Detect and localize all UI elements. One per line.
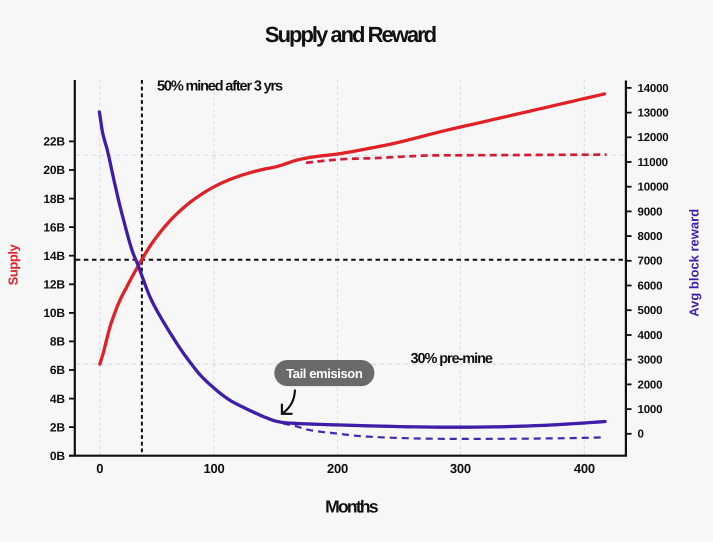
svg-text:12000: 12000 [638,132,669,144]
svg-text:22B: 22B [43,135,65,149]
svg-text:4000: 4000 [638,330,663,342]
svg-text:5000: 5000 [638,305,663,317]
svg-text:20B: 20B [43,163,65,177]
svg-text:6B: 6B [50,363,65,377]
svg-text:Tail emisison: Tail emisison [286,366,363,381]
svg-text:0B: 0B [50,449,65,463]
svg-text:Supply: Supply [6,243,21,285]
svg-text:2000: 2000 [638,379,663,391]
svg-text:10B: 10B [43,306,65,320]
svg-text:1000: 1000 [638,404,663,416]
svg-text:4B: 4B [50,392,65,406]
svg-text:10000: 10000 [638,182,669,194]
svg-text:12B: 12B [43,278,65,292]
svg-text:7000: 7000 [638,256,663,268]
svg-text:400: 400 [574,461,595,476]
svg-text:9000: 9000 [638,206,663,218]
svg-text:8B: 8B [50,335,65,349]
svg-text:200: 200 [327,461,348,476]
svg-text:0: 0 [638,429,644,441]
svg-text:8000: 8000 [638,231,663,243]
svg-text:100: 100 [203,461,224,476]
svg-text:Months: Months [325,497,379,517]
svg-text:Avg block reward: Avg block reward [686,209,701,317]
svg-text:Supply and Reward: Supply and Reward [265,22,436,47]
svg-text:2B: 2B [50,420,65,434]
svg-text:3000: 3000 [638,355,663,367]
svg-text:30% pre-mine: 30% pre-mine [411,351,493,367]
svg-text:16B: 16B [43,220,65,234]
svg-text:11000: 11000 [638,157,668,169]
svg-text:0: 0 [96,461,103,476]
svg-text:13000: 13000 [638,108,669,120]
svg-text:300: 300 [450,461,471,476]
svg-text:50% mined after 3 yrs: 50% mined after 3 yrs [157,79,283,95]
svg-text:14000: 14000 [638,83,669,95]
svg-text:6000: 6000 [638,280,663,292]
svg-text:18B: 18B [43,192,65,206]
svg-text:14B: 14B [43,249,65,263]
